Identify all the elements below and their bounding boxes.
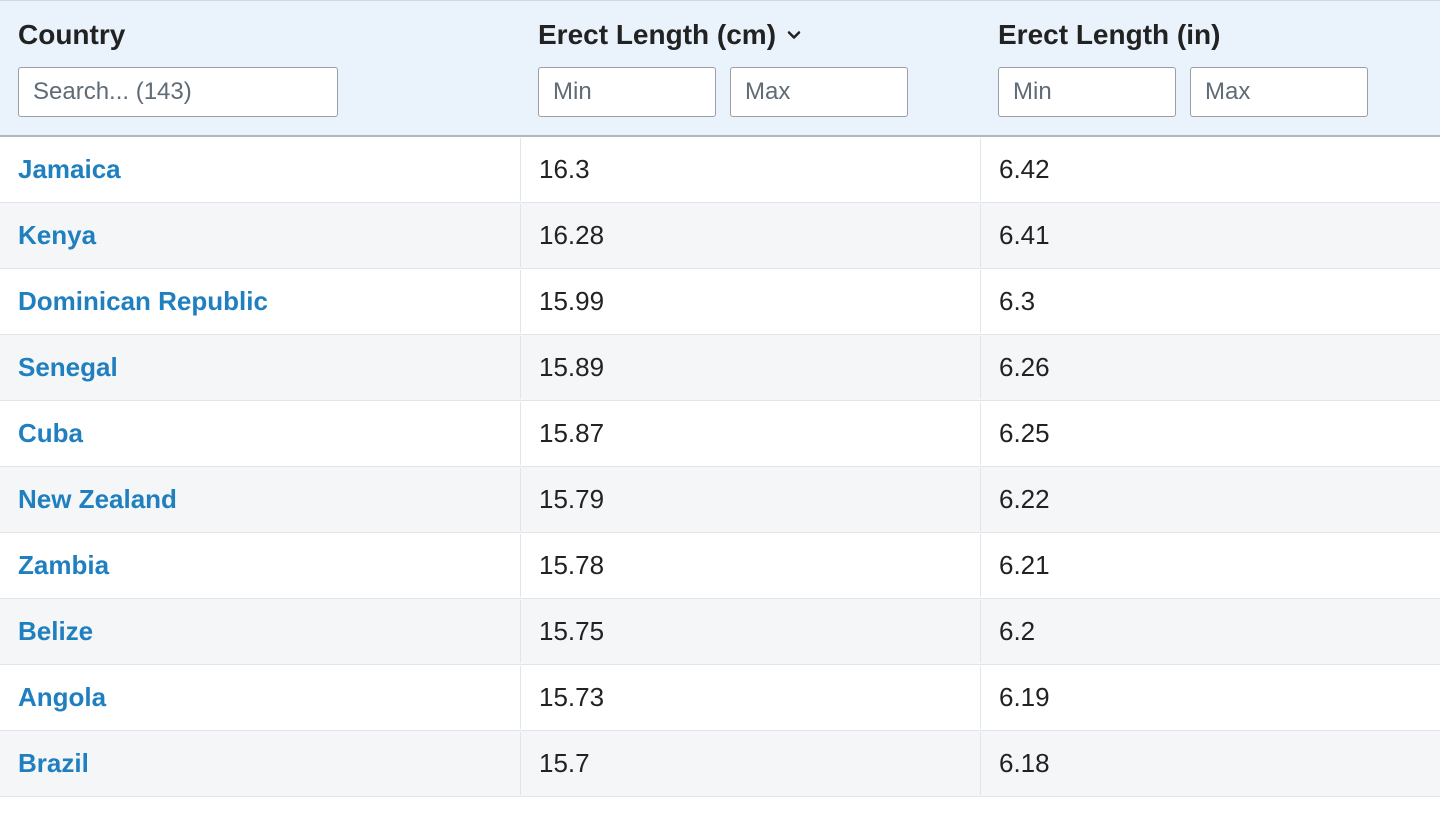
cell-cm: 15.87: [520, 402, 980, 465]
cell-in: 6.26: [980, 336, 1440, 399]
cell-in: 6.3: [980, 270, 1440, 333]
column-label-cm[interactable]: Erect Length (cm): [538, 19, 962, 51]
min-input-cm[interactable]: [538, 67, 716, 117]
table-row: Dominican Republic 15.996.3: [0, 269, 1440, 335]
table-body: Jamaica16.36.42Kenya16.286.41Dominican R…: [0, 137, 1440, 797]
cell-in: 6.18: [980, 732, 1440, 795]
country-link[interactable]: Brazil: [18, 748, 89, 778]
cell-country: Senegal: [0, 336, 520, 399]
column-label-in[interactable]: Erect Length (in): [998, 19, 1422, 51]
column-label-text: Country: [18, 19, 125, 51]
cell-cm: 15.7: [520, 732, 980, 795]
cell-in: 6.25: [980, 402, 1440, 465]
cell-in: 6.41: [980, 204, 1440, 267]
table-row: Senegal 15.896.26: [0, 335, 1440, 401]
country-link[interactable]: New Zealand: [18, 484, 177, 514]
cell-country: Dominican Republic: [0, 270, 520, 333]
country-link[interactable]: Kenya: [18, 220, 96, 250]
table-row: Kenya 16.286.41: [0, 203, 1440, 269]
country-link[interactable]: Angola: [18, 682, 106, 712]
cell-country: Brazil: [0, 732, 520, 795]
cell-cm: 15.79: [520, 468, 980, 531]
table-row: Belize 15.756.2: [0, 599, 1440, 665]
cell-country: Jamaica: [0, 138, 520, 201]
cell-country: Belize: [0, 600, 520, 663]
table-row: Cuba 15.876.25: [0, 401, 1440, 467]
cell-country: New Zealand: [0, 468, 520, 531]
column-label-country[interactable]: Country: [18, 19, 502, 51]
cell-in: 6.19: [980, 666, 1440, 729]
cell-cm: 16.28: [520, 204, 980, 267]
filter-row-in: [998, 67, 1422, 117]
filter-row-cm: [538, 67, 962, 117]
search-input-country[interactable]: [18, 67, 338, 117]
data-table: Country Erect Length (cm): [0, 0, 1440, 797]
cell-cm: 15.78: [520, 534, 980, 597]
cell-cm: 15.75: [520, 600, 980, 663]
cell-country: Kenya: [0, 204, 520, 267]
filter-row-country: [18, 67, 502, 117]
country-link[interactable]: Jamaica: [18, 154, 121, 184]
cell-country: Cuba: [0, 402, 520, 465]
table-header: Country Erect Length (cm): [0, 0, 1440, 137]
cell-cm: 15.99: [520, 270, 980, 333]
column-label-text: Erect Length (in): [998, 19, 1220, 51]
column-header-country: Country: [0, 19, 520, 117]
table-row: Zambia 15.786.21: [0, 533, 1440, 599]
column-label-text: Erect Length (cm): [538, 19, 776, 51]
min-input-in[interactable]: [998, 67, 1176, 117]
cell-in: 6.42: [980, 138, 1440, 201]
max-input-in[interactable]: [1190, 67, 1368, 117]
column-header-in: Erect Length (in): [980, 19, 1440, 117]
table-row: Jamaica 16.36.42: [0, 137, 1440, 203]
column-header-cm: Erect Length (cm): [520, 19, 980, 117]
cell-in: 6.2: [980, 600, 1440, 663]
cell-in: 6.22: [980, 468, 1440, 531]
max-input-cm[interactable]: [730, 67, 908, 117]
table-row: Brazil 15.76.18: [0, 731, 1440, 797]
country-link[interactable]: Belize: [18, 616, 93, 646]
country-link[interactable]: Dominican Republic: [18, 286, 268, 316]
cell-country: Zambia: [0, 534, 520, 597]
country-link[interactable]: Cuba: [18, 418, 83, 448]
country-link[interactable]: Zambia: [18, 550, 109, 580]
cell-cm: 15.73: [520, 666, 980, 729]
cell-in: 6.21: [980, 534, 1440, 597]
chevron-down-icon: [784, 25, 804, 45]
table-row: Angola 15.736.19: [0, 665, 1440, 731]
cell-cm: 16.3: [520, 138, 980, 201]
table-row: New Zealand 15.796.22: [0, 467, 1440, 533]
country-link[interactable]: Senegal: [18, 352, 118, 382]
cell-cm: 15.89: [520, 336, 980, 399]
cell-country: Angola: [0, 666, 520, 729]
